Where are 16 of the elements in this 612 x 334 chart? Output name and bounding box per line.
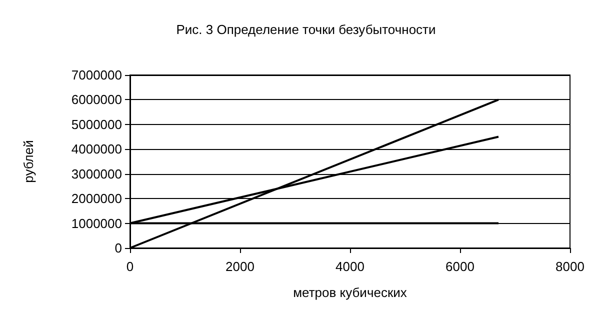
y-tick-label: 4000000 — [71, 142, 122, 157]
y-tick-label: 6000000 — [71, 92, 122, 108]
y-tick-label: 5000000 — [71, 116, 122, 132]
x-tick-label: 2000 — [226, 259, 254, 274]
x-tick-label: 8000 — [556, 259, 584, 274]
y-tick-label: 0 — [114, 240, 122, 256]
x-axis-title: метров кубических — [293, 285, 408, 300]
y-tick-label: 2000000 — [71, 191, 122, 206]
y-axis-title: рублей — [21, 140, 36, 183]
x-tick-label: 0 — [126, 259, 134, 274]
y-tick-label: 7000000 — [71, 68, 122, 82]
x-tick-label: 4000 — [336, 259, 364, 274]
y-tick-label: 1000000 — [71, 216, 122, 231]
chart-title: Рис. 3 Определение точки безубыточности — [176, 22, 436, 37]
x-tick-label: 6000 — [446, 259, 474, 274]
y-tick-label: 3000000 — [71, 166, 122, 182]
